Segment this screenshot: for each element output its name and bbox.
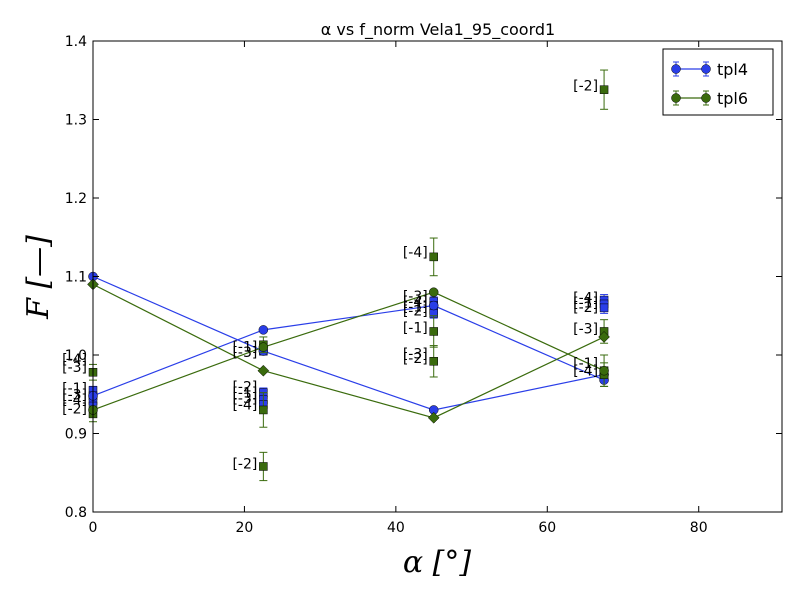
point-label: [-1] — [62, 381, 87, 397]
point-label: [-2] — [232, 379, 257, 395]
x-tick-label: 0 — [89, 520, 98, 536]
tpl6-circle-point — [428, 287, 439, 297]
x-tick-label: 60 — [538, 520, 556, 536]
y-tick-label: 1.2 — [65, 191, 87, 207]
point-label: [-1] — [232, 386, 257, 402]
tpl6-square-point — [259, 462, 268, 471]
legend-marker-tpl6 — [701, 93, 711, 103]
point-label: [-4] — [573, 291, 598, 307]
legend-marker-tpl4 — [701, 64, 711, 74]
point-label: [-3] — [403, 289, 428, 305]
y-tick-label: 1.1 — [65, 270, 87, 286]
tpl6-diamond-point — [257, 364, 270, 377]
point-label: [-4] — [62, 352, 87, 368]
point-label: [-2] — [232, 456, 257, 472]
legend-box — [662, 48, 774, 116]
point-label: [-4] — [573, 364, 598, 380]
point-label: [-3] — [232, 391, 257, 407]
point-label: [-3] — [232, 345, 257, 361]
point-label: [-4] — [403, 295, 428, 311]
tpl6-square-point — [429, 252, 438, 262]
point-label: [-2] — [573, 79, 598, 95]
tpl4-line-0 — [92, 275, 605, 411]
y-tick-label: 0.8 — [65, 505, 87, 521]
tpl6-square-point — [599, 85, 609, 94]
x-tick-label: 40 — [387, 520, 405, 536]
tpl6-circle-point — [258, 342, 269, 352]
series-tpl6 — [87, 69, 610, 482]
point-label: [-1] — [403, 321, 428, 337]
y-tick-label: 1.0 — [65, 348, 87, 364]
plot-area: [-4][-3][-1][-3][-4][-2][-1][-3][-2][-1]… — [62, 69, 610, 482]
tpl6-circle-point — [599, 365, 609, 376]
point-label: [-2] — [573, 300, 598, 316]
tpl4-circle-point — [428, 300, 439, 311]
y-axis-label: F [—] — [21, 235, 56, 320]
tpl6-diamond-point — [427, 411, 440, 424]
y-tick-label: 0.9 — [65, 427, 87, 443]
tpl4-square-point — [599, 303, 609, 313]
legend-label-tpl6: tpl6 — [717, 89, 748, 108]
point-label: [-3] — [62, 387, 87, 403]
tpl6-square-point — [259, 405, 268, 415]
point-label: [-2] — [403, 351, 428, 367]
tpl6-line-0 — [92, 283, 605, 419]
point-label: [-4] — [403, 245, 428, 261]
x-tick-label: 20 — [236, 520, 254, 536]
legend-marker-tpl4 — [671, 64, 681, 74]
point-label: [-2] — [62, 401, 87, 417]
tpl4-line-1 — [92, 304, 605, 397]
point-label: [-1] — [573, 295, 598, 311]
point-label: [-3] — [62, 360, 87, 376]
tpl6-square-point — [429, 327, 438, 336]
tpl6-square-point — [429, 357, 438, 366]
legend-label-tpl4: tpl4 — [717, 60, 748, 79]
point-label: [-1] — [232, 339, 257, 355]
y-tick-label: 1.3 — [65, 113, 87, 129]
point-label: [-4] — [62, 393, 87, 409]
tpl4-circle-point — [258, 325, 269, 335]
point-label: [-4] — [232, 397, 257, 413]
point-label: [-1] — [403, 299, 428, 315]
y-tick-label: 1.4 — [65, 34, 87, 50]
point-label: [-3] — [573, 321, 598, 337]
legend-marker-tpl6 — [671, 93, 681, 103]
tpl6-diamond-point — [598, 331, 610, 343]
legend: tpl4 tpl6 — [662, 48, 774, 116]
x-tick-label: 80 — [690, 520, 708, 536]
point-label: [-2] — [403, 303, 428, 319]
x-axis-label: α [°] — [403, 545, 471, 580]
tpl6-line-1 — [92, 291, 605, 411]
point-label: [-3] — [403, 346, 428, 362]
axis-ticks: 0 20 40 60 80 0.8 0.9 1.0 1.1 1.2 1.3 1.4 — [65, 34, 782, 536]
chart-title: α vs f_norm Vela1_95_coord1 — [321, 20, 555, 40]
point-label: [-1] — [573, 356, 598, 372]
